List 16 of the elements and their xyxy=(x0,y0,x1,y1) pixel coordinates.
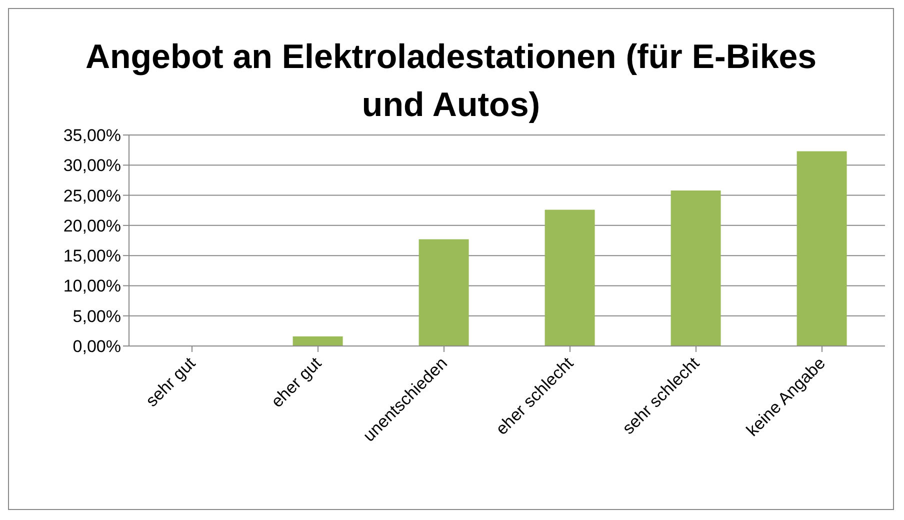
bar xyxy=(292,336,343,346)
y-tick-label: 25,00% xyxy=(63,186,121,206)
bar xyxy=(544,210,595,346)
y-tick-label: 5,00% xyxy=(72,306,121,326)
y-tick-label: 10,00% xyxy=(63,276,121,296)
chart-title: Angebot an Elektroladestationen (für E-Bikes und Autos) xyxy=(84,37,818,124)
y-tick-label: 35,00% xyxy=(63,126,121,146)
y-tick-label: 30,00% xyxy=(63,156,121,176)
y-tick-label: 0,00% xyxy=(72,337,121,356)
y-tick-label: 15,00% xyxy=(63,246,121,266)
bar xyxy=(796,151,847,346)
bar xyxy=(418,239,469,346)
x-tick-label: eher gut xyxy=(268,353,326,412)
y-tick-label: 20,00% xyxy=(63,216,121,236)
bar xyxy=(670,190,721,346)
x-tick-label: sehr gut xyxy=(142,353,200,411)
